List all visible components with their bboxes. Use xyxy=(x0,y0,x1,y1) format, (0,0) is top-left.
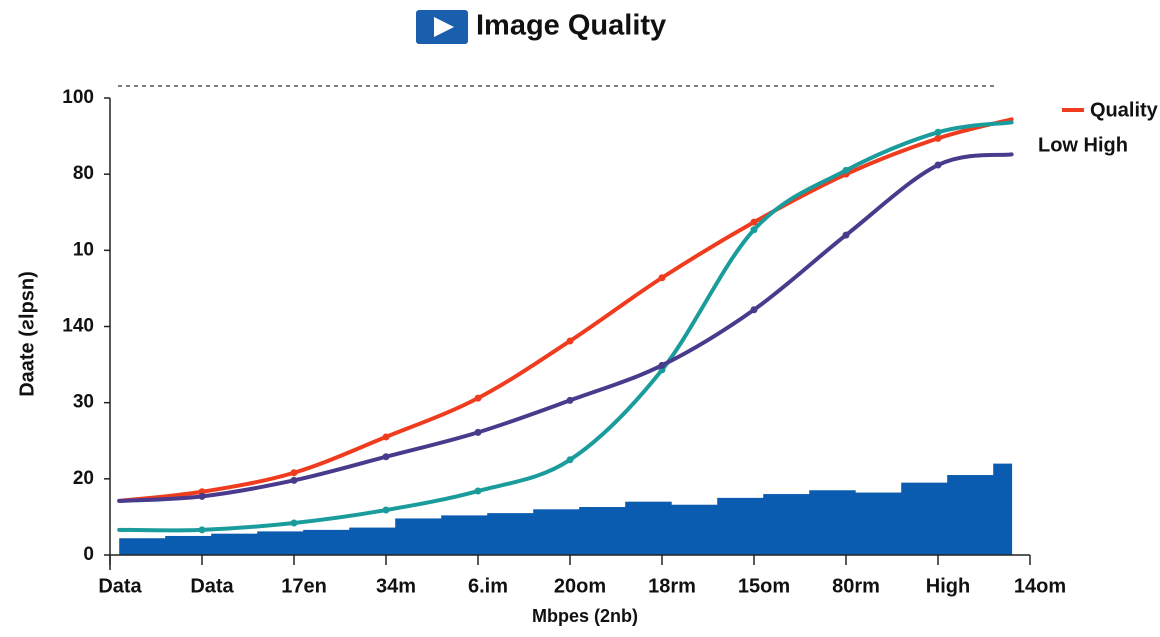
bar xyxy=(809,490,856,555)
line-marker xyxy=(658,361,666,369)
bar xyxy=(487,513,534,555)
bar xyxy=(625,501,672,555)
line-marker xyxy=(290,519,298,527)
bar xyxy=(395,518,442,555)
line-marker xyxy=(474,428,482,436)
y-tick-label: 100 xyxy=(62,87,94,108)
line-series xyxy=(117,117,1014,503)
x-tick-label: Data xyxy=(190,575,234,597)
line-marker xyxy=(566,337,574,345)
line-marker xyxy=(290,476,298,484)
x-tick-label: 14om xyxy=(1014,575,1066,597)
y-tick-label: 80 xyxy=(73,163,94,184)
legend-label: Quality xyxy=(1090,99,1159,121)
x-axis-title: Mbpes (2nb) xyxy=(532,606,638,626)
line-series xyxy=(117,120,1014,533)
x-tick-label: 6.im xyxy=(468,575,508,597)
bar xyxy=(671,504,718,555)
y-tick-label: 140 xyxy=(62,316,94,337)
line-marker xyxy=(750,218,758,226)
bar xyxy=(441,515,488,555)
bar xyxy=(763,494,810,555)
line-marker xyxy=(750,226,758,234)
line-marker xyxy=(658,274,666,282)
x-tick-label: 17en xyxy=(281,575,327,597)
x-tick-label: 20om xyxy=(554,575,606,597)
bar xyxy=(901,482,948,555)
x-tick-label: 34m xyxy=(376,575,416,597)
y-tick-label: 30 xyxy=(73,392,94,413)
bar xyxy=(349,527,396,555)
bar xyxy=(855,492,902,555)
title-icon-play xyxy=(434,17,454,37)
line-marker xyxy=(474,487,482,495)
line-marker xyxy=(750,306,758,314)
line-marker xyxy=(566,396,574,404)
bar xyxy=(947,475,994,555)
line-marker xyxy=(566,456,574,464)
bar xyxy=(165,535,212,555)
line-marker xyxy=(382,453,390,461)
line-marker xyxy=(382,433,390,441)
bar xyxy=(993,463,1013,555)
x-tick-label: 15om xyxy=(738,575,790,597)
bar xyxy=(579,507,626,555)
line-marker xyxy=(382,506,390,514)
line-marker xyxy=(198,492,206,500)
line-series xyxy=(117,152,1014,503)
x-tick-label: High xyxy=(926,575,970,597)
line-marker xyxy=(934,161,942,169)
line-marker xyxy=(842,166,850,174)
legend-note: Low High xyxy=(1038,134,1128,156)
bar xyxy=(211,533,258,555)
bar xyxy=(717,497,764,555)
line-marker xyxy=(934,128,942,136)
line-marker xyxy=(290,469,298,477)
bar xyxy=(533,509,580,555)
line-marker xyxy=(474,394,482,402)
y-tick-label: 20 xyxy=(73,468,94,489)
line-marker xyxy=(934,134,942,142)
line-marker xyxy=(842,231,850,239)
y-tick-label: 10 xyxy=(73,239,94,260)
y-tick-label: 0 xyxy=(83,544,94,565)
chart-title: Image Quality xyxy=(476,10,666,42)
bar xyxy=(119,538,166,555)
x-tick-label: 80rm xyxy=(832,575,880,597)
y-axis-title: Daate (ƨlpsn) xyxy=(16,271,38,397)
x-tick-label: 18rm xyxy=(648,575,696,597)
line-marker xyxy=(198,526,206,534)
x-tick-label: Data xyxy=(98,575,142,597)
bar xyxy=(257,531,304,555)
bar xyxy=(303,529,350,555)
